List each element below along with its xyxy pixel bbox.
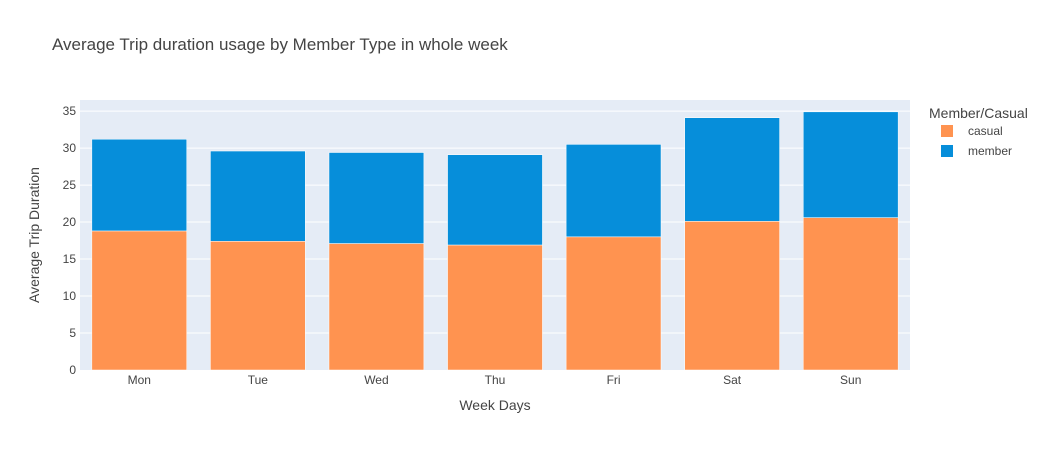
legend: Member/Casual casual member — [929, 105, 1028, 158]
y-tick-label: 20 — [63, 215, 77, 229]
y-tick-label: 35 — [63, 104, 77, 118]
legend-label-member: member — [968, 144, 1012, 158]
bar-member-wed[interactable] — [328, 152, 425, 244]
y-tick-label: 25 — [63, 178, 77, 192]
y-axis-ticks: 0 5 10 15 20 25 30 35 — [63, 104, 77, 377]
bar-casual-tue[interactable] — [210, 241, 306, 371]
bar-member-sat[interactable] — [684, 117, 780, 222]
y-tick-label: 0 — [69, 363, 76, 377]
bar-member-mon[interactable] — [91, 138, 187, 232]
x-tick-label: Mon — [128, 373, 151, 387]
bar-member-tue[interactable] — [210, 150, 306, 242]
bar-casual-thu[interactable] — [447, 244, 543, 371]
x-tick-label: Thu — [485, 373, 506, 387]
legend-label-casual: casual — [968, 124, 1003, 138]
y-tick-label: 10 — [63, 289, 77, 303]
chart-title: Average Trip duration usage by Member Ty… — [52, 35, 508, 54]
y-axis-title: Average Trip Duration — [26, 167, 42, 303]
bar-member-thu[interactable] — [447, 154, 543, 246]
y-tick-label: 5 — [69, 326, 76, 340]
x-tick-label: Sun — [840, 373, 861, 387]
bar-casual-wed[interactable] — [328, 243, 425, 371]
bar-casual-mon[interactable] — [91, 230, 187, 371]
x-tick-label: Wed — [364, 373, 388, 387]
y-tick-label: 15 — [63, 252, 77, 266]
x-axis-title: Week Days — [459, 397, 530, 413]
x-tick-label: Tue — [248, 373, 269, 387]
legend-title: Member/Casual — [929, 105, 1028, 121]
y-tick-label: 30 — [63, 141, 77, 155]
x-tick-label: Sat — [723, 373, 742, 387]
bars[interactable] — [91, 111, 899, 371]
x-tick-label: Fri — [607, 373, 621, 387]
bar-casual-sat[interactable] — [684, 221, 780, 371]
legend-swatch-casual — [941, 125, 953, 137]
bar-casual-fri[interactable] — [565, 236, 662, 371]
legend-swatch-member — [941, 145, 953, 157]
x-axis-ticks: Mon Tue Wed Thu Fri Sat Sun — [128, 373, 862, 387]
bar-member-fri[interactable] — [565, 144, 662, 238]
bar-casual-sun[interactable] — [803, 217, 899, 371]
bar-member-sun[interactable] — [803, 111, 899, 218]
